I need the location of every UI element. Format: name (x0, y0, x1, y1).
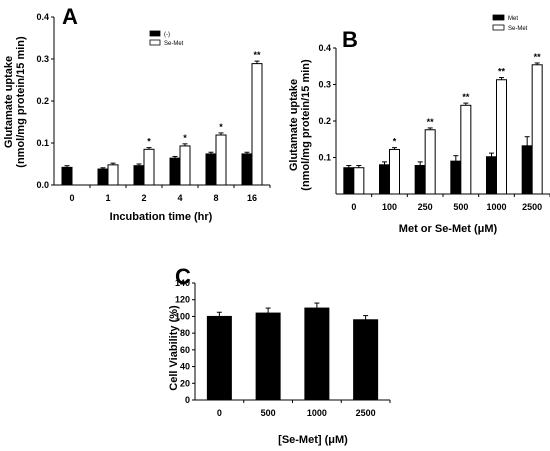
panel-a-x-tick-label: 0 (69, 193, 74, 203)
panel-a-bar (133, 165, 145, 186)
panel-b-x-tick-label: 500 (453, 202, 468, 212)
panel-letter-a: A (62, 4, 78, 29)
panel-a-y-axis-label-line-2: (nmol/mg protein/15 min) (15, 36, 27, 168)
panel-b-x-axis-label: Met or Se-Met (μM) (399, 223, 498, 235)
panel-b-y-axis-label: Glutamate uptake (nmol/mg protein/15 min… (288, 59, 312, 191)
panel-c-x-axis-label: [Se-Met] (μM) (278, 434, 348, 446)
panel-c-y-axis-label: Cell Viability (%) (168, 305, 180, 391)
panel-b-bar (414, 165, 426, 195)
panel-b-x-tick-label: 250 (418, 202, 433, 212)
panel-b-bar (353, 167, 365, 195)
panel-a-bar (169, 157, 181, 186)
panel-a-x-axis-label: Incubation time (hr) (110, 211, 213, 223)
panel-a-bar (143, 148, 155, 186)
panel-a-x-tick-label: 2 (141, 193, 146, 203)
panel-b-y-tick-label: 0.1 (318, 153, 331, 163)
panel-a-bar (251, 63, 263, 186)
panel-a-y-tick-label: 0.4 (36, 12, 49, 22)
panel-b-bar (521, 145, 533, 195)
panel-b-significance-marker: ** (534, 52, 542, 62)
panel-a-legend: (-) Se-Met (149, 30, 184, 47)
panel-a-y-axis-label-line-1: Glutamate uptake (3, 56, 15, 148)
panel-c-x-tick-label: 1000 (307, 408, 327, 418)
panel-b-y-tick-label: 0.2 (318, 116, 331, 126)
panel-b-y-tick-label: 0.3 (318, 80, 331, 90)
panel-a-legend-label-control: (-) (164, 32, 170, 38)
panel-a-bar (215, 134, 227, 186)
panel-c-bar (304, 307, 330, 401)
panel-a-y-tick-label: 0.1 (36, 138, 49, 148)
panel-a: A Glutamate uptake (nmol/mg protein/15 m… (3, 4, 271, 223)
panel-b-legend-label-met: Met (508, 16, 518, 22)
panel-c-y-tick-label: 100 (175, 311, 190, 321)
panel-c-y-tick-label: 120 (175, 295, 190, 305)
panel-a-y-tick-label: 0.0 (36, 180, 49, 190)
panel-b-bar (486, 156, 497, 195)
panel-a-bar (205, 153, 217, 186)
panel-a-legend-label-semet: Se-Met (164, 41, 184, 47)
panel-c-y-tick-label: 80 (180, 328, 190, 338)
panel-c-bar (353, 319, 379, 401)
panel-c-x-tick-label: 0 (217, 408, 222, 418)
panel-a-significance-marker: ** (253, 50, 261, 60)
panel-b-legend-swatch-semet (492, 24, 505, 31)
panel-a-x-tick-label: 4 (177, 193, 182, 203)
panel-b-bar (531, 64, 543, 195)
panel-a-bar (179, 145, 191, 186)
panel-a-y-tick-label: 0.3 (36, 54, 49, 64)
panel-a-bar (97, 168, 109, 186)
panel-a-significance-marker: * (183, 133, 187, 143)
panel-a-legend-swatch-semet (149, 39, 161, 46)
panel-a-x-tick-label: 8 (213, 193, 218, 203)
panel-c: C Cell Viability (%) [Se-Met] (μM) 0 20 40… (168, 264, 391, 446)
panel-b-significance-marker: * (393, 137, 397, 147)
panel-c-bar (255, 312, 281, 401)
panel-b-y-axis-label-line-2: (nmol/mg protein/15 min) (300, 59, 312, 191)
panel-b: B Glutamate uptake (nmol/mg protein/15 m… (288, 14, 550, 235)
panel-b-bar (496, 79, 507, 195)
panel-b-x-tick-label: 0 (351, 202, 356, 212)
panel-a-y-axis-label: Glutamate uptake (nmol/mg protein/15 min… (3, 36, 27, 168)
panel-a-significance-marker: * (219, 122, 223, 132)
panel-a-legend-swatch-control (149, 30, 161, 37)
panel-b-legend-swatch-met (492, 14, 505, 21)
panel-b-y-axis-label-line-1: Glutamate uptake (288, 79, 300, 171)
panel-a-bar (107, 164, 119, 186)
panel-c-y-tick-label: 20 (180, 378, 190, 388)
panel-c-y-tick-label: 140 (175, 278, 190, 288)
panel-b-legend-label-semet: Se-Met (508, 26, 528, 32)
panel-b-significance-marker: ** (498, 67, 506, 77)
panel-letter-b: B (342, 27, 358, 52)
panel-b-bar (379, 164, 390, 195)
panel-c-bar (206, 315, 232, 401)
panel-b-bar (389, 148, 400, 195)
panel-a-x-tick-label: 1 (105, 193, 110, 203)
panel-a-x-tick-label: 16 (247, 193, 257, 203)
panel-c-x-tick-label: 2500 (356, 408, 376, 418)
panel-b-bar (343, 167, 355, 195)
panel-a-bar (241, 153, 253, 186)
panel-c-y-tick-label: 60 (180, 345, 190, 355)
panel-b-x-tick-label: 100 (382, 202, 397, 212)
panel-a-bar (61, 166, 73, 186)
panel-c-x-tick-label: 500 (261, 408, 276, 418)
panel-b-significance-marker: ** (427, 117, 435, 127)
panel-b-x-tick-label: 1000 (486, 202, 506, 212)
panel-c-y-tick-label: 0 (185, 395, 190, 405)
panel-b-legend: Met Se-Met (492, 14, 528, 32)
panel-b-bar (424, 129, 436, 195)
panel-a-significance-marker: * (147, 137, 151, 147)
panel-b-y-tick-label: 0.4 (318, 43, 331, 53)
panel-b-significance-marker: ** (462, 92, 470, 102)
panel-c-y-tick-label: 40 (180, 362, 190, 372)
panel-b-bar (460, 104, 472, 195)
panel-b-x-tick-label: 2500 (522, 202, 542, 212)
panel-letter-c: C (175, 264, 191, 289)
panel-a-y-tick-label: 0.2 (36, 96, 49, 106)
panel-b-bar (450, 160, 462, 195)
